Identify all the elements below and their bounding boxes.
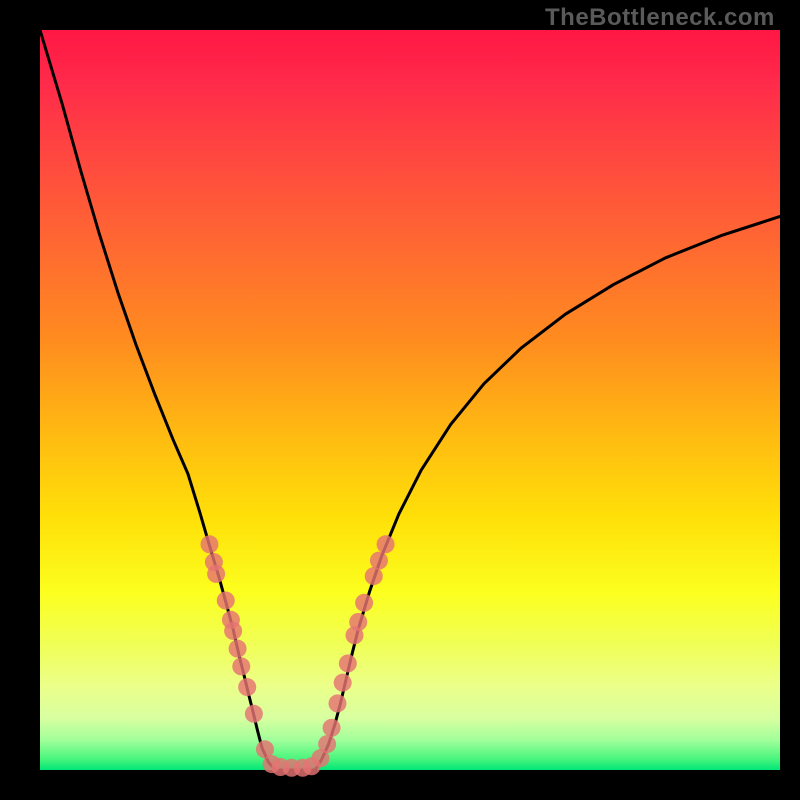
data-point [323, 719, 341, 737]
data-point [217, 592, 235, 610]
data-point [377, 535, 395, 553]
bottleneck-chart [0, 0, 800, 800]
data-point [207, 565, 225, 583]
data-point [328, 694, 346, 712]
data-point [232, 657, 250, 675]
plot-background [40, 30, 780, 770]
data-point [200, 535, 218, 553]
data-point [224, 622, 242, 640]
data-point [334, 674, 352, 692]
watermark-text: TheBottleneck.com [545, 4, 775, 32]
data-point [370, 552, 388, 570]
data-point [365, 567, 383, 585]
data-point [229, 640, 247, 658]
data-point [349, 613, 367, 631]
data-point [245, 705, 263, 723]
data-point [238, 678, 256, 696]
data-point [355, 594, 373, 612]
data-point [339, 654, 357, 672]
data-point [318, 735, 336, 753]
